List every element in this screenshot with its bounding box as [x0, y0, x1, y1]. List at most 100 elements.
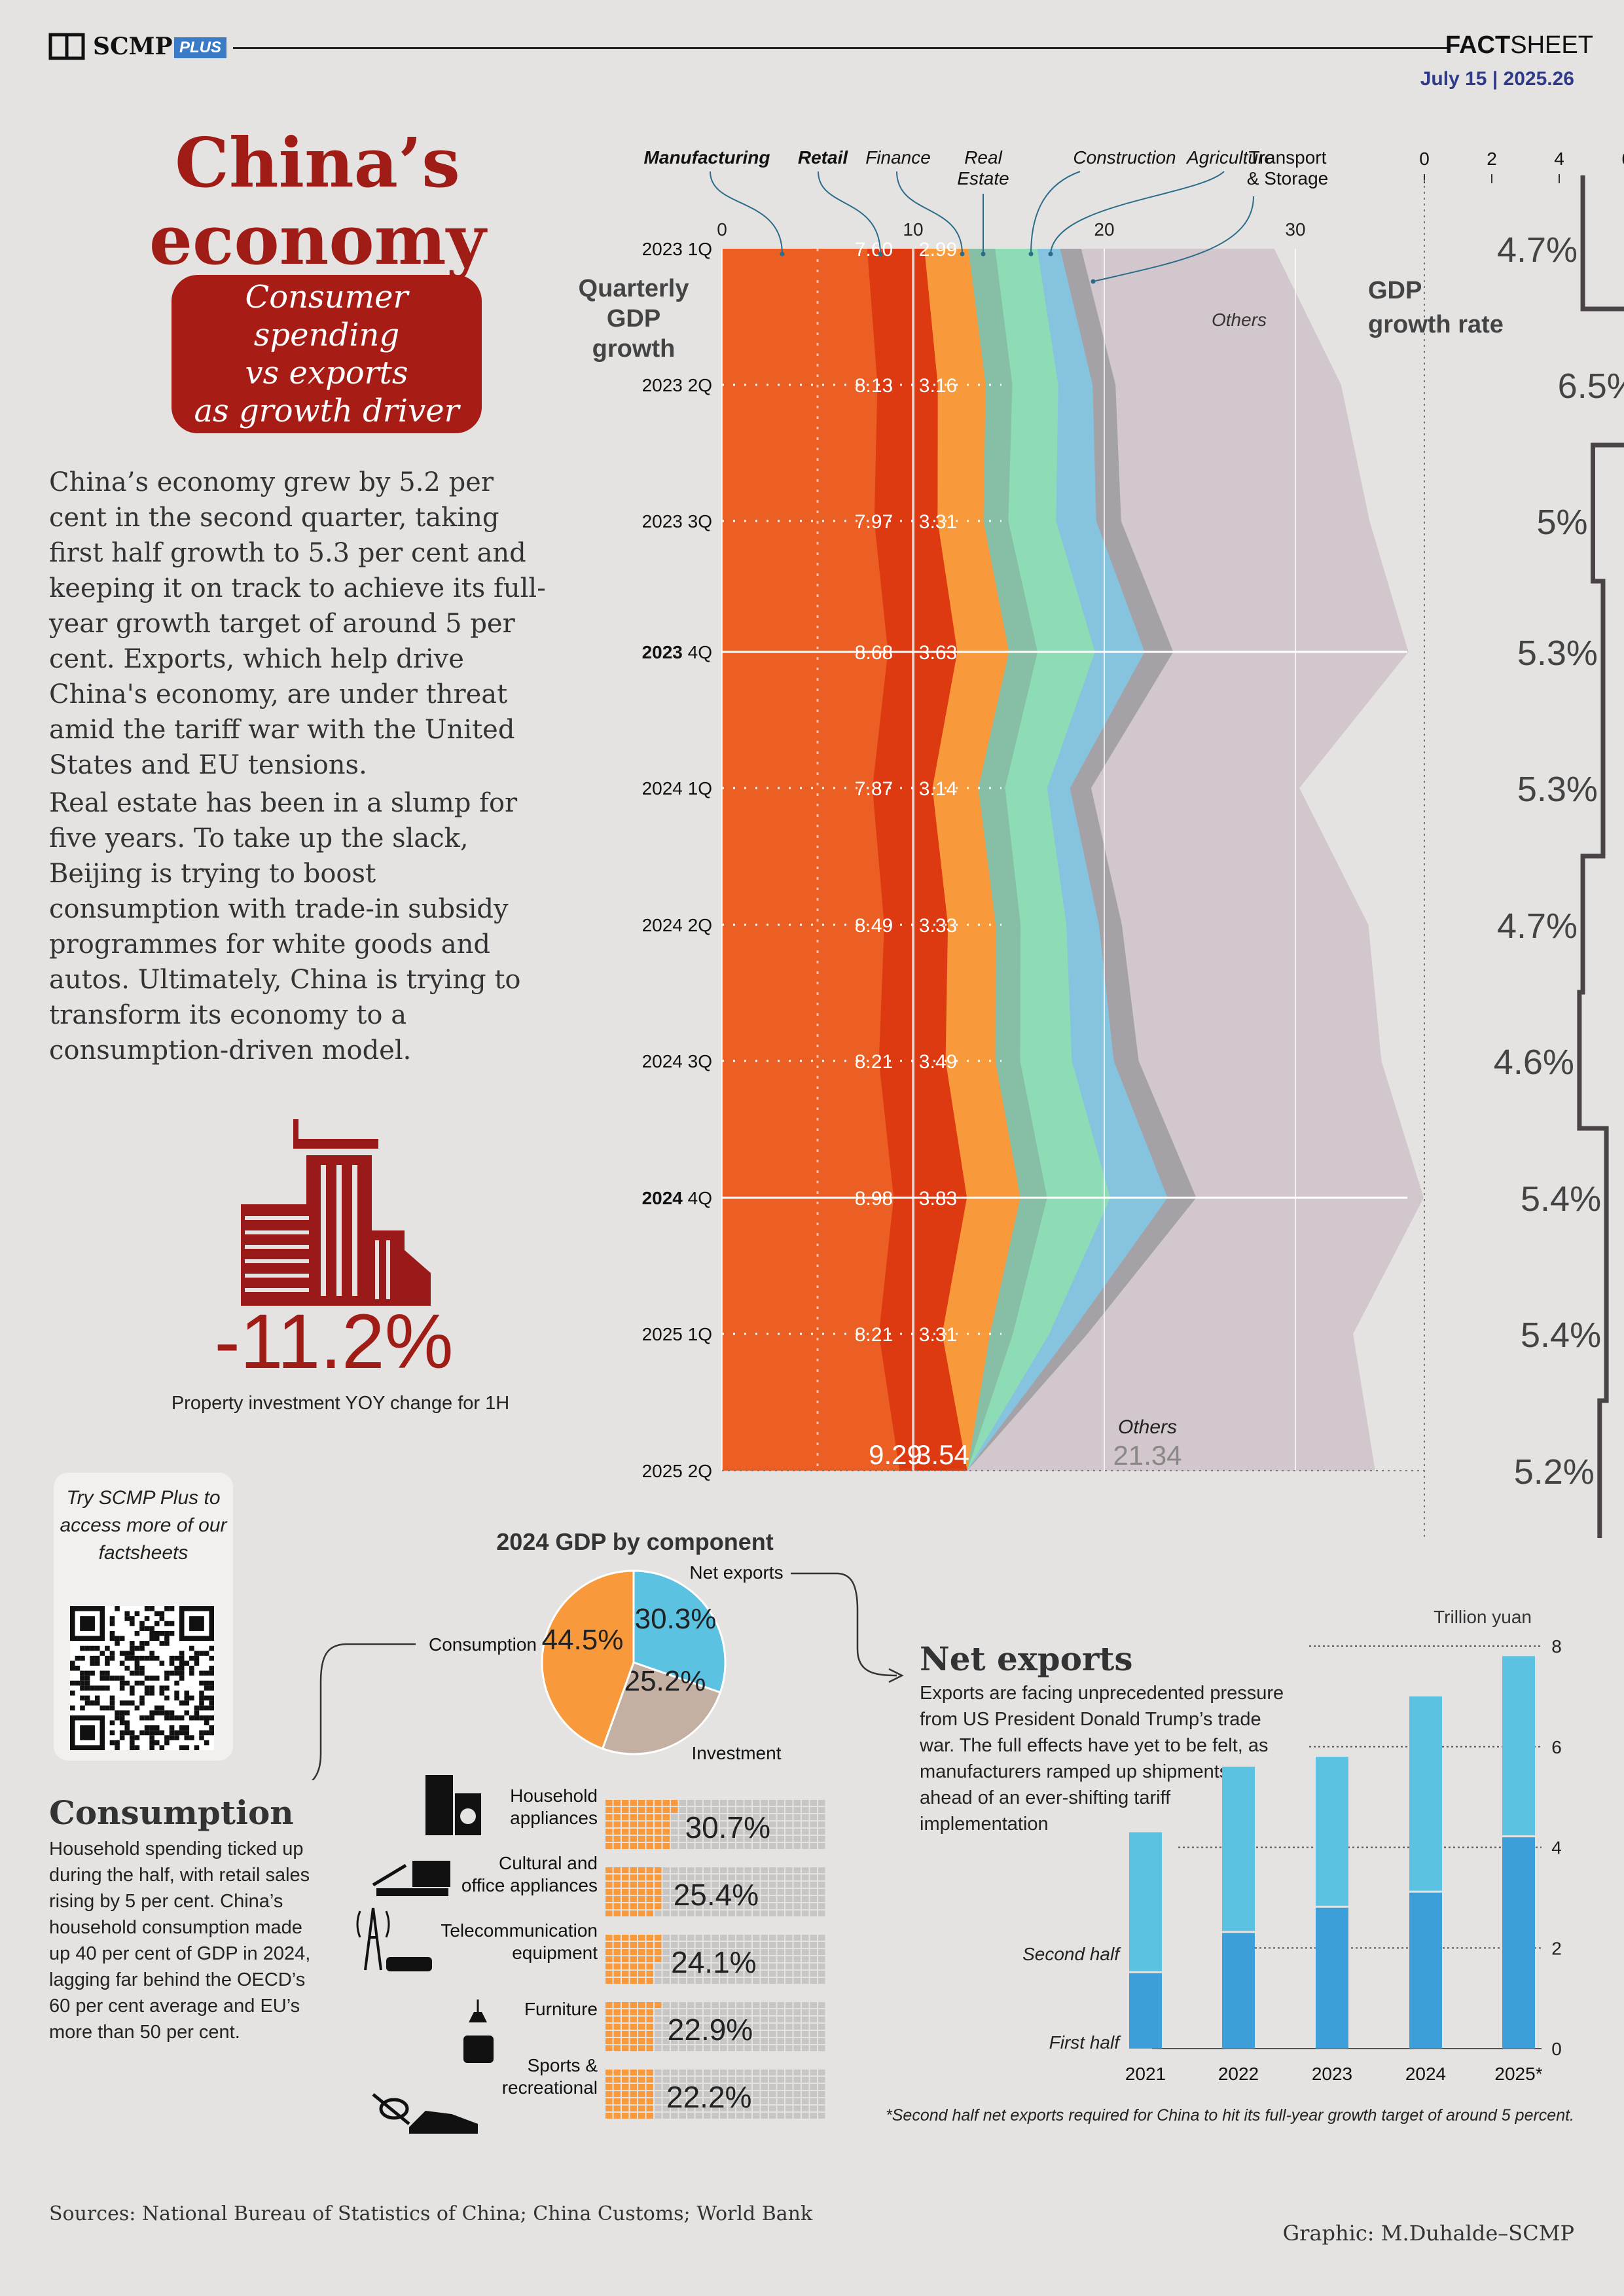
waffle-category-label: Telecommunication equipment	[441, 1920, 598, 1963]
waffle-cell	[712, 1874, 719, 1880]
waffle-cell	[810, 1896, 817, 1902]
qr-module	[134, 1670, 140, 1676]
waffle-cell	[810, 1910, 817, 1916]
legend-construction: Construction	[1073, 147, 1176, 168]
waffle-cell	[622, 2113, 629, 2119]
waffle-cell	[662, 2070, 670, 2075]
waffle-cell	[785, 2031, 793, 2037]
qr-module	[90, 1645, 95, 1651]
waffle-cell	[638, 2084, 645, 2090]
waffle-cell	[818, 1807, 825, 1813]
retail-value: 2.99	[919, 239, 957, 260]
waffle-cell	[655, 1807, 662, 1813]
book-icon	[48, 33, 85, 60]
qr-module	[124, 1680, 130, 1686]
waffle-cell	[761, 1956, 768, 1962]
waffle-cell	[720, 1971, 727, 1977]
waffle-cell	[613, 2070, 621, 2075]
waffle-cell	[802, 2024, 809, 2030]
qr-module	[130, 1735, 135, 1740]
waffle-cell	[646, 2113, 653, 2119]
qr-module	[204, 1685, 209, 1691]
waffle-cell	[753, 1821, 760, 1827]
qr-module	[124, 1725, 130, 1731]
waffle-cell	[818, 1889, 825, 1895]
waffle-cell	[605, 2098, 613, 2104]
waffle-cell	[605, 1814, 613, 1820]
waffle-cell	[793, 1964, 801, 1969]
waffle-cell	[720, 2002, 727, 2008]
waffle-cell	[785, 1935, 793, 1941]
waffle-cell	[744, 2002, 751, 2008]
waffle-cell	[736, 1896, 744, 1902]
qr-module	[70, 1666, 75, 1671]
waffle-cell	[613, 1814, 621, 1820]
waffle-cell	[810, 2084, 817, 2090]
waffle-cell	[655, 2077, 662, 2083]
qr-code-icon[interactable]	[70, 1606, 214, 1750]
waffle-cell	[662, 1882, 670, 1888]
waffle-cell	[802, 1935, 809, 1941]
qr-module	[209, 1685, 214, 1691]
qr-module	[204, 1740, 209, 1746]
waffle-cell	[736, 1964, 744, 1969]
waffle-cell	[802, 2017, 809, 2022]
waffle-cell	[736, 2024, 744, 2030]
waffle-cell	[736, 2070, 744, 2075]
brand-logo: SCMP	[93, 33, 173, 60]
qr-module	[169, 1735, 175, 1740]
waffle-cell	[671, 2077, 678, 2083]
waffle-cell	[753, 2106, 760, 2111]
waffle-cell	[613, 1964, 621, 1969]
waffle-cell	[744, 2084, 751, 2090]
quarter-label: 2023 4Q	[642, 642, 712, 662]
qr-module	[109, 1655, 115, 1661]
legend-leader-dot	[1028, 251, 1034, 257]
waffle-cell	[704, 2045, 711, 2051]
waffle-cell	[728, 1814, 735, 1820]
legend-finance: Finance	[865, 147, 931, 168]
waffle-cell	[793, 1836, 801, 1842]
waffle-cell	[744, 1956, 751, 1962]
waffle-cell	[622, 2084, 629, 2090]
waffle-cell	[655, 2070, 662, 2075]
qr-module	[189, 1645, 194, 1651]
waffle-cell	[753, 2031, 760, 2037]
waffle-cell	[753, 2113, 760, 2119]
waffle-cell	[769, 2070, 776, 2075]
waffle-cell	[646, 1814, 653, 1820]
waffle-cell	[761, 1814, 768, 1820]
waffle-cell	[695, 1821, 702, 1827]
waffle-cell	[761, 1896, 768, 1902]
waffle-cell	[687, 1942, 695, 1948]
waffle-cell	[720, 1874, 727, 1880]
waffle-cell	[671, 1829, 678, 1835]
waffle-cell	[818, 2106, 825, 2111]
waffle-cell	[802, 1814, 809, 1820]
qr-module	[149, 1636, 154, 1641]
net-exports-y-tick: 4	[1551, 1838, 1562, 1858]
waffle-cell	[695, 2002, 702, 2008]
waffle-cell	[793, 1889, 801, 1895]
qr-module	[144, 1676, 150, 1681]
legend-leader-dot	[981, 251, 986, 257]
waffle-cell	[679, 1836, 686, 1842]
qr-module	[124, 1700, 130, 1706]
waffle-cell	[761, 1964, 768, 1969]
waffle-cell	[769, 1829, 776, 1835]
waffle-cell	[712, 2017, 719, 2022]
waffle-cell	[646, 1867, 653, 1873]
qr-module	[119, 1715, 125, 1721]
waffle-cell	[720, 2009, 727, 2015]
manufacturing-value: 8.68	[855, 642, 893, 664]
gdp-growth-label: 5.3%	[1517, 634, 1598, 673]
qr-module	[119, 1680, 125, 1686]
waffle-cell	[769, 1949, 776, 1955]
waffle-cell	[736, 1942, 744, 1948]
pen-icon	[372, 1863, 407, 1887]
waffle-cell	[613, 1935, 621, 1941]
qr-module	[94, 1700, 100, 1706]
qr-module	[124, 1616, 130, 1621]
waffle-cell	[712, 1956, 719, 1962]
waffle-cell	[646, 1978, 653, 1984]
